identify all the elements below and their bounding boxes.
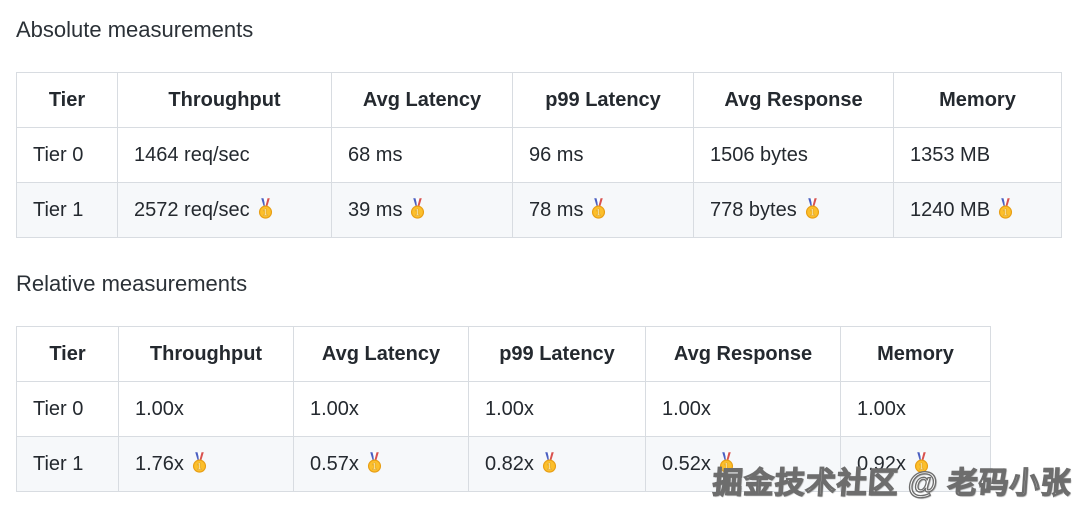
table-row: Tier 1 2572 req/sec 1 39 ms 1 78 ms 1 778 bytes…	[16, 182, 1062, 238]
table-row: Tier 0 1464 req/sec 68 ms 96 ms 1506 bytes 13…	[16, 127, 1062, 183]
section-title: Absolute measurements	[16, 17, 254, 42]
table-cell: 0.52x 1	[645, 436, 841, 492]
cell-text: Tier 0	[33, 144, 84, 166]
table-cell: Tier 1	[16, 436, 119, 492]
cell-text: 1.00x	[662, 398, 711, 420]
column-header: Tier	[16, 326, 119, 382]
svg-text:1: 1	[596, 208, 601, 218]
cell-text: 0.92x	[857, 453, 906, 475]
relative-measurements-table: Tier Throughput Avg Latency p99 Latency Avg …	[16, 326, 991, 492]
cell-text: 0.82x	[485, 453, 534, 475]
svg-text:1: 1	[197, 462, 202, 472]
table-cell: Tier 0	[16, 381, 119, 437]
table-cell: 68 ms	[331, 127, 513, 183]
table-cell: 1.76x 1	[118, 436, 294, 492]
cell-text: 778 bytes	[710, 199, 797, 221]
cell-text: Tier 1	[33, 453, 84, 475]
cell-text: 78 ms	[529, 199, 584, 221]
table-cell: 1.00x	[118, 381, 294, 437]
cell-text: 0.52x	[662, 453, 711, 475]
header-row: Tier Throughput Avg Latency p99 Latency Avg …	[16, 72, 1062, 128]
cell-text: 39 ms	[348, 199, 403, 221]
table-cell: 0.92x 1	[840, 436, 991, 492]
svg-text:1: 1	[263, 208, 268, 218]
svg-text:1: 1	[415, 208, 420, 218]
table-cell: 1353 MB	[893, 127, 1062, 183]
table-cell: 1506 bytes	[693, 127, 894, 183]
table-cell: 2572 req/sec 1	[117, 182, 332, 238]
cell-text: Tier 1	[33, 199, 84, 221]
table-row: Tier 0 1.00x 1.00x 1.00x 1.00x 1.00x	[16, 381, 991, 437]
table-cell: 0.82x 1	[468, 436, 646, 492]
table-row: Tier 1 1.76x 1 0.57x 1 0.82x 1 0.52x 1 0.92x 1	[16, 436, 991, 492]
svg-text:1: 1	[1003, 208, 1008, 218]
table-cell: 1.00x	[645, 381, 841, 437]
table-cell: 1.00x	[293, 381, 469, 437]
gold-medal-icon: 1	[805, 198, 819, 219]
cell-text: 1353 MB	[910, 144, 991, 166]
table-cell: 1240 MB 1	[893, 182, 1062, 238]
table-cell: 96 ms	[512, 127, 694, 183]
cell-text: 1.00x	[857, 398, 906, 420]
cell-text: 1.76x	[135, 453, 184, 475]
section-absolute-measurements: Absolute measurements Tier Throughput Avg …	[16, 16, 1080, 238]
absolute-measurements-table: Tier Throughput Avg Latency p99 Latency Avg …	[16, 72, 1062, 238]
column-header: Avg Response	[693, 72, 894, 128]
gold-medal-icon: 1	[719, 452, 733, 473]
column-header: Throughput	[118, 326, 294, 382]
table-cell: 39 ms 1	[331, 182, 513, 238]
cell-text: 1506 bytes	[710, 144, 808, 166]
column-header: Avg Latency	[331, 72, 513, 128]
table-cell: 1.00x	[840, 381, 991, 437]
gold-medal-icon: 1	[411, 198, 425, 219]
column-header: Avg Response	[645, 326, 841, 382]
cell-text: Tier 0	[33, 398, 84, 420]
column-header: Memory	[840, 326, 991, 382]
gold-medal-icon: 1	[914, 452, 928, 473]
gold-medal-icon: 1	[542, 452, 556, 473]
column-header: Memory	[893, 72, 1062, 128]
table-cell: 1.00x	[468, 381, 646, 437]
cell-text: 96 ms	[529, 144, 584, 166]
cell-text: 1240 MB	[910, 199, 991, 221]
column-header: Throughput	[117, 72, 332, 128]
table-cell: Tier 1	[16, 182, 118, 238]
svg-text:1: 1	[810, 208, 815, 218]
table-cell: 778 bytes 1	[693, 182, 894, 238]
cell-text: 1.00x	[485, 398, 534, 420]
table-cell: 1464 req/sec	[117, 127, 332, 183]
cell-text: 2572 req/sec	[134, 199, 250, 221]
column-header: Tier	[16, 72, 118, 128]
table-cell: 78 ms 1	[512, 182, 694, 238]
cell-text: 0.57x	[310, 453, 359, 475]
svg-text:1: 1	[372, 462, 377, 472]
svg-text:1: 1	[724, 462, 729, 472]
section-relative-measurements: Relative measurements Tier Throughput Avg …	[16, 270, 1080, 492]
gold-medal-icon: 1	[999, 198, 1013, 219]
gold-medal-icon: 1	[192, 452, 206, 473]
svg-text:1: 1	[547, 462, 552, 472]
cell-text: 1.00x	[135, 398, 184, 420]
section-title: Relative measurements	[16, 271, 248, 296]
cell-text: 68 ms	[348, 144, 403, 166]
table-cell: Tier 0	[16, 127, 118, 183]
column-header: p99 Latency	[468, 326, 646, 382]
cell-text: 1.00x	[310, 398, 359, 420]
gold-medal-icon: 1	[258, 198, 272, 219]
gold-medal-icon: 1	[592, 198, 606, 219]
column-header: p99 Latency	[512, 72, 694, 128]
cell-text: 1464 req/sec	[134, 144, 250, 166]
table-cell: 0.57x 1	[293, 436, 469, 492]
column-header: Avg Latency	[293, 326, 469, 382]
header-row: Tier Throughput Avg Latency p99 Latency Avg …	[16, 326, 991, 382]
svg-text:1: 1	[919, 462, 924, 472]
gold-medal-icon: 1	[367, 452, 381, 473]
